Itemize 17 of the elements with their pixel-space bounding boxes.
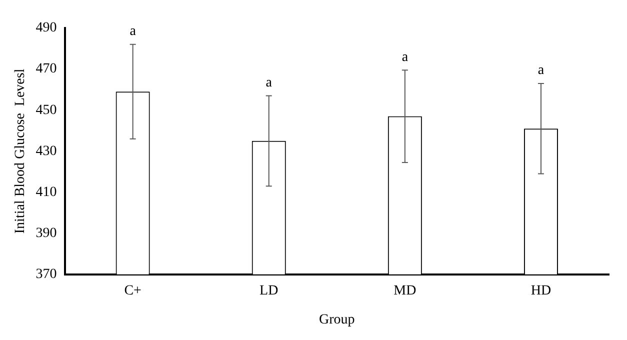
- x-tick-label: C+: [124, 283, 142, 298]
- y-tick-label: 370: [36, 267, 57, 282]
- annotation: a: [130, 24, 137, 40]
- x-tick-label: LD: [260, 283, 278, 298]
- y-tick-label: 450: [36, 102, 57, 118]
- y-tick-label: 430: [36, 144, 57, 159]
- annotation: a: [266, 75, 273, 90]
- y-axis-title: Initial Blood Glucose Levesl: [13, 68, 28, 234]
- annotation: a: [402, 50, 409, 65]
- x-tick-label: HD: [530, 283, 552, 298]
- y-tick-label: 410: [36, 184, 57, 200]
- x-tick-label: MD: [394, 283, 416, 298]
- x-axis-title: Group: [319, 312, 355, 328]
- y-tick-label: 390: [36, 226, 57, 242]
- annotation: a: [538, 63, 545, 78]
- y-tick-label: 490: [36, 20, 57, 36]
- y-tick-label: 470: [36, 62, 57, 77]
